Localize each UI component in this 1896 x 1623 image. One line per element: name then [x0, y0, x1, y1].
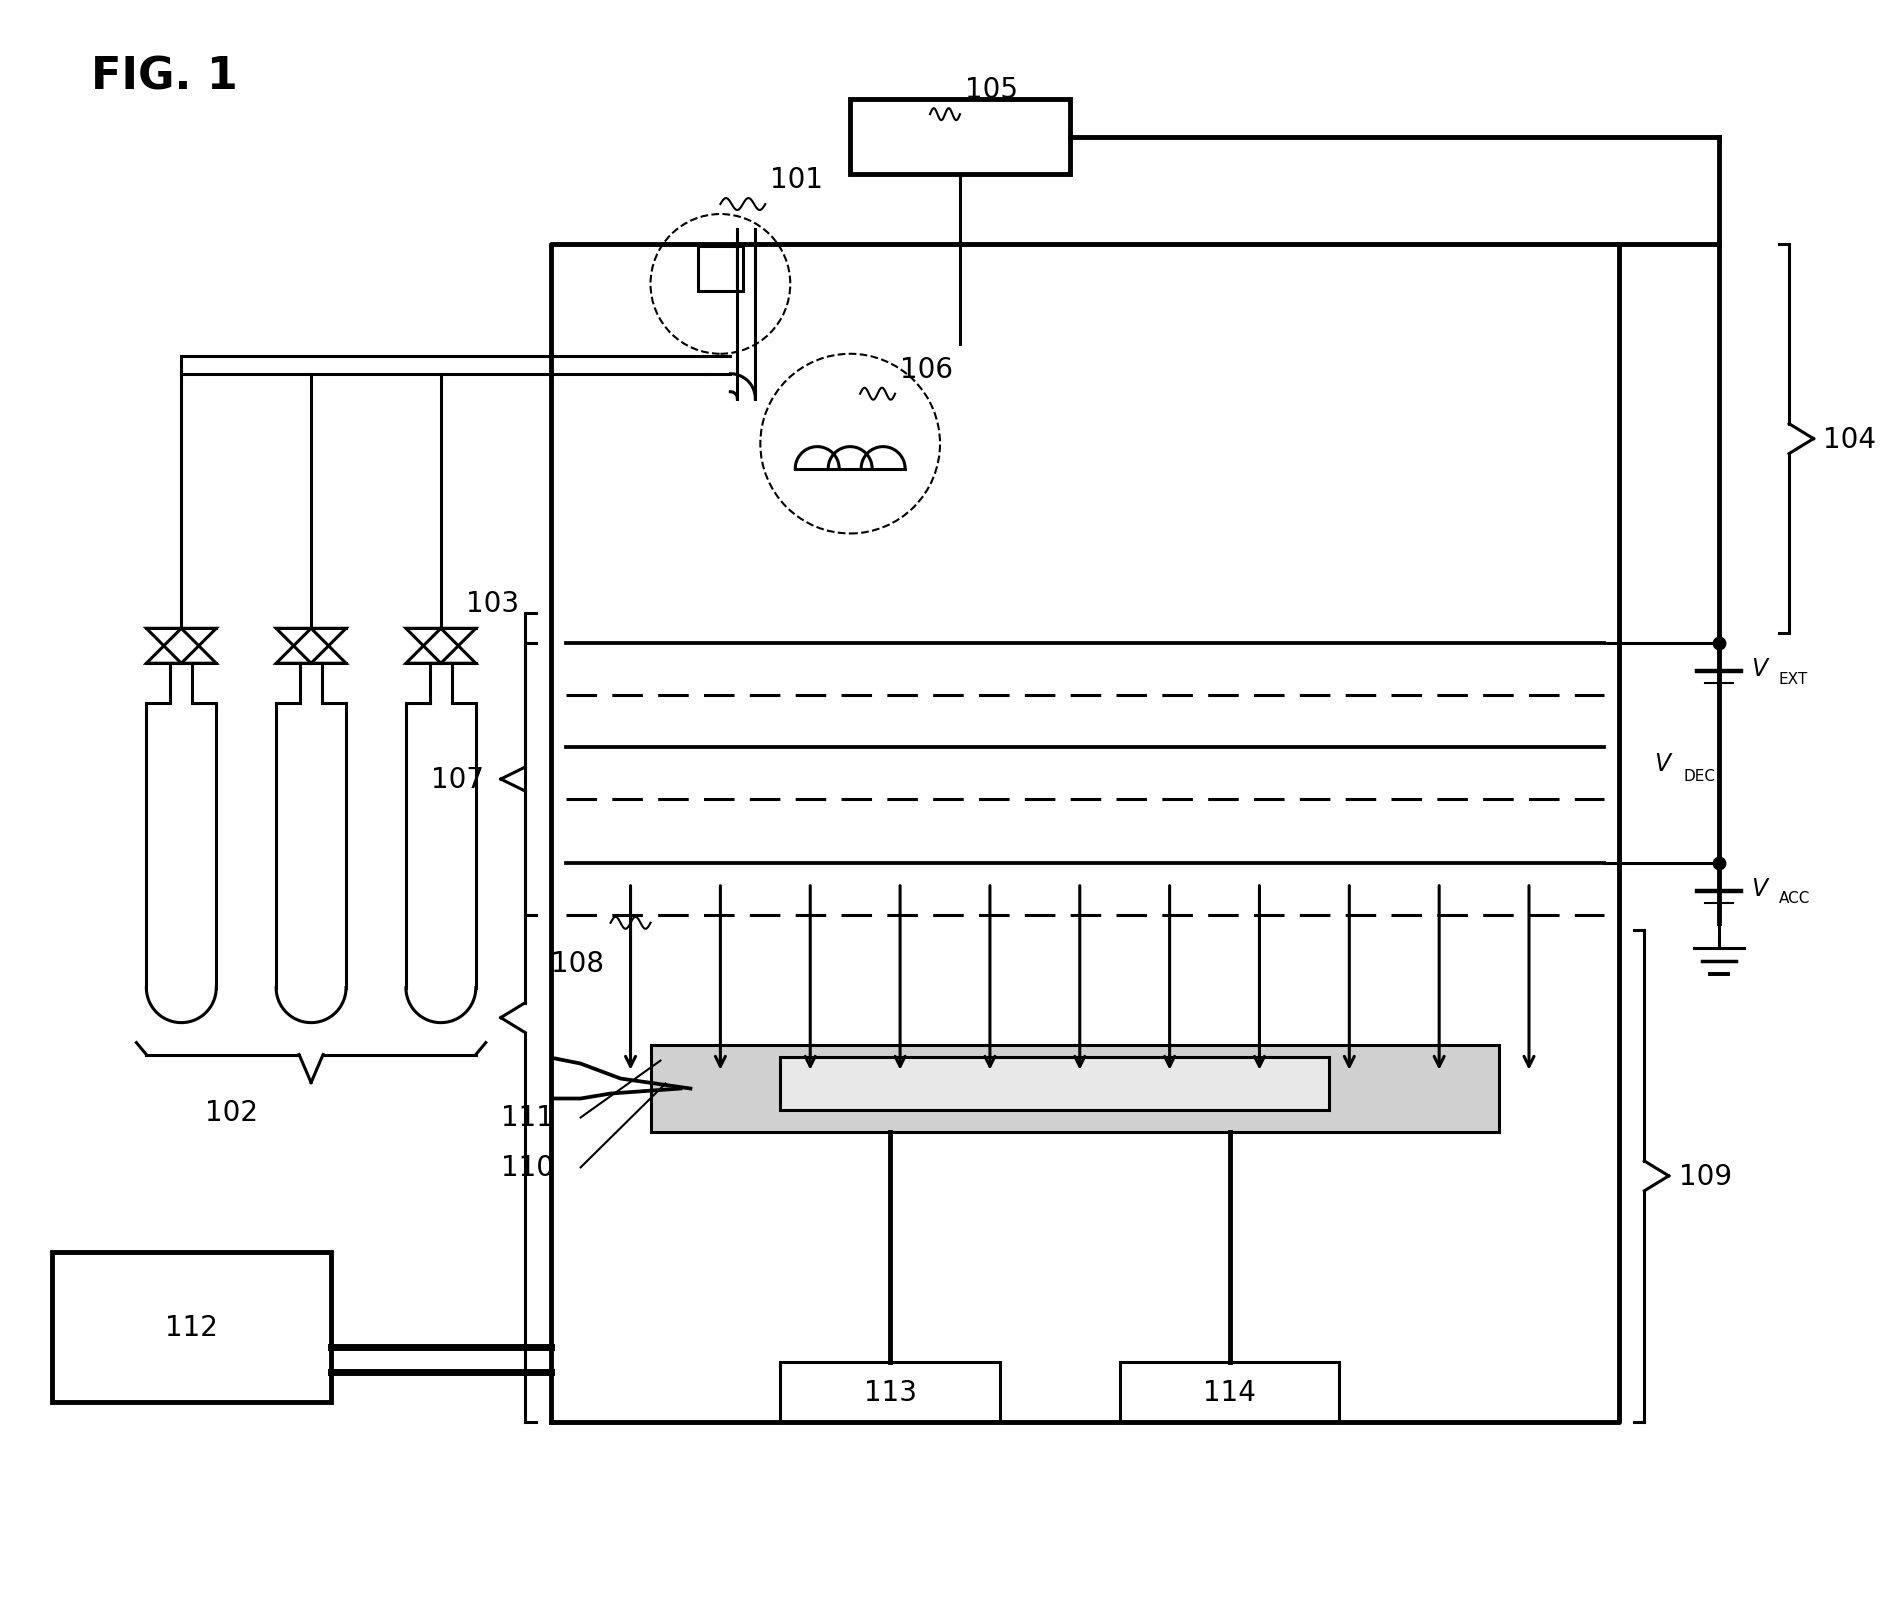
- Text: 101: 101: [770, 166, 823, 195]
- Text: $V$: $V$: [1653, 751, 1674, 776]
- Text: 111: 111: [501, 1104, 554, 1131]
- Text: FIG. 1: FIG. 1: [91, 55, 239, 99]
- FancyBboxPatch shape: [1121, 1362, 1339, 1422]
- FancyBboxPatch shape: [698, 247, 743, 292]
- Text: 112: 112: [165, 1313, 218, 1341]
- Text: DEC: DEC: [1684, 768, 1716, 782]
- Text: 106: 106: [901, 355, 954, 383]
- Text: 114: 114: [1204, 1378, 1255, 1406]
- Text: 107: 107: [430, 766, 483, 794]
- Text: 110: 110: [501, 1154, 554, 1182]
- FancyBboxPatch shape: [650, 1045, 1500, 1133]
- FancyBboxPatch shape: [781, 1057, 1329, 1110]
- Text: 108: 108: [550, 949, 603, 977]
- Text: $V$: $V$: [1750, 657, 1771, 680]
- Text: EXT: EXT: [1778, 672, 1807, 687]
- Text: 105: 105: [965, 76, 1018, 104]
- FancyBboxPatch shape: [849, 101, 1069, 175]
- Text: ACC: ACC: [1778, 891, 1811, 906]
- Text: 104: 104: [1824, 425, 1877, 453]
- Text: 102: 102: [205, 1099, 258, 1126]
- FancyBboxPatch shape: [51, 1253, 332, 1402]
- FancyBboxPatch shape: [781, 1362, 999, 1422]
- Text: 103: 103: [466, 591, 520, 618]
- Text: 113: 113: [863, 1378, 916, 1406]
- Text: 109: 109: [1678, 1162, 1731, 1190]
- Text: $V$: $V$: [1750, 876, 1771, 901]
